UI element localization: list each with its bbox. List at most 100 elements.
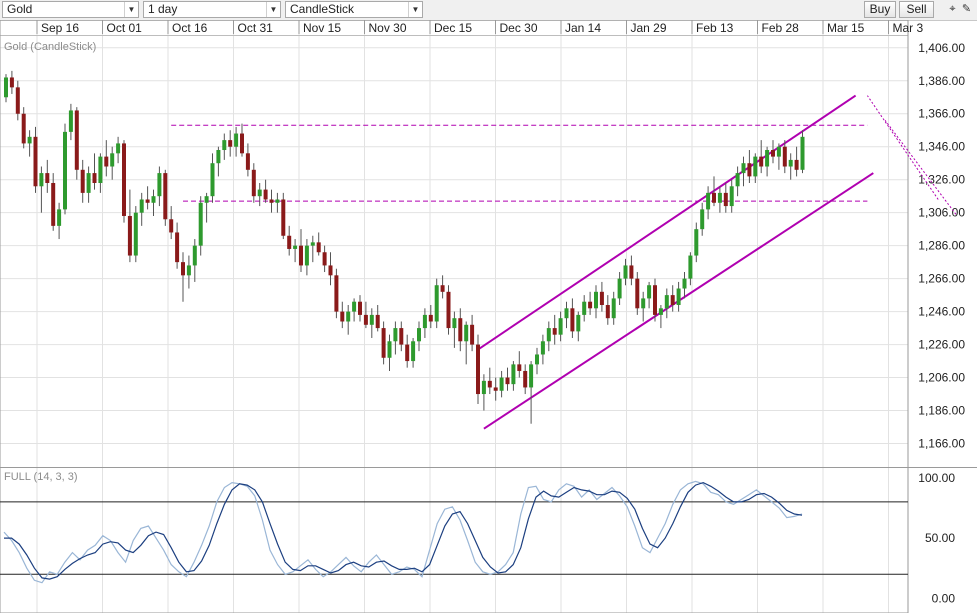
bearish-candle bbox=[552, 328, 557, 335]
bullish-candle bbox=[411, 341, 416, 362]
bearish-candle bbox=[169, 219, 174, 233]
bearish-candle bbox=[635, 278, 640, 309]
bullish-candle bbox=[116, 143, 121, 154]
x-tick-label: Feb 13 bbox=[696, 21, 734, 35]
bullish-candle bbox=[133, 212, 138, 256]
chevron-down-icon[interactable]: ▼ bbox=[408, 2, 422, 17]
bullish-candle bbox=[110, 153, 115, 167]
trend-channel bbox=[477, 94, 957, 430]
bearish-candle bbox=[80, 169, 85, 193]
oscillator-title: FULL (14, 3, 3) bbox=[4, 471, 78, 483]
bullish-candle bbox=[611, 298, 616, 319]
y-tick-label: 1,206.00 bbox=[918, 371, 965, 385]
bullish-candle bbox=[582, 301, 587, 315]
interval-select[interactable]: 1 day ▼ bbox=[143, 1, 281, 18]
bearish-candle bbox=[175, 232, 180, 263]
bearish-candle bbox=[269, 199, 274, 203]
y-tick-label: 1,366.00 bbox=[918, 107, 965, 121]
toolbar: Gold ▼ 1 day ▼ CandleStick ▼ Buy Sell ⌖ … bbox=[0, 0, 977, 21]
x-axis-labels: Sep 16 Oct 01 Oct 16 Oct 31 Nov 15 Nov 30 Dec … bbox=[41, 21, 924, 35]
y-tick-label: 1,386.00 bbox=[918, 74, 965, 88]
bullish-candle bbox=[417, 328, 421, 342]
y-tick-label: 1,246.00 bbox=[918, 305, 965, 319]
chevron-down-icon[interactable]: ▼ bbox=[124, 2, 138, 17]
bearish-candle bbox=[458, 318, 463, 342]
pencil-icon[interactable]: ✎ bbox=[961, 3, 972, 15]
bearish-candle bbox=[104, 156, 109, 167]
bullish-candle bbox=[387, 341, 392, 358]
bearish-candle bbox=[399, 328, 404, 345]
crosshair-icon[interactable]: ⌖ bbox=[949, 3, 956, 15]
sell-button[interactable]: Sell bbox=[899, 1, 934, 18]
bullish-candle bbox=[800, 136, 805, 170]
chevron-down-icon[interactable]: ▼ bbox=[266, 2, 280, 17]
bearish-candle bbox=[470, 324, 475, 345]
inner-channel-line bbox=[884, 120, 957, 215]
bullish-candle bbox=[729, 186, 734, 207]
y-tick-label: 1,346.00 bbox=[918, 140, 965, 154]
bearish-candle bbox=[599, 291, 604, 306]
bearish-candle bbox=[670, 295, 675, 306]
price-chart[interactable]: Gold (CandleStick) FULL (14, 3, 3) Sep 1… bbox=[0, 20, 977, 613]
bearish-candle bbox=[629, 265, 634, 279]
bullish-candle bbox=[151, 196, 156, 203]
bearish-candle bbox=[122, 143, 126, 216]
bullish-candle bbox=[204, 196, 209, 203]
y-tick-label: 1,186.00 bbox=[918, 404, 965, 418]
bullish-candle bbox=[558, 318, 563, 335]
bullish-candle bbox=[788, 159, 793, 167]
bullish-candle bbox=[540, 341, 545, 355]
bullish-candle bbox=[776, 146, 781, 157]
bullish-candle bbox=[765, 150, 770, 167]
bullish-candle bbox=[86, 173, 91, 193]
bearish-candle bbox=[588, 301, 593, 309]
bullish-candle bbox=[706, 192, 711, 210]
bearish-candle bbox=[127, 215, 132, 256]
bullish-candle bbox=[422, 314, 427, 329]
plot-frame bbox=[0, 20, 909, 613]
chart-type-select[interactable]: CandleStick ▼ bbox=[285, 1, 423, 18]
bearish-candle bbox=[428, 314, 433, 322]
bullish-candle bbox=[676, 288, 681, 306]
bullish-candle bbox=[658, 308, 663, 315]
bearish-candle bbox=[74, 110, 79, 170]
x-tick-label: Oct 31 bbox=[238, 21, 274, 35]
bearish-candle bbox=[723, 192, 728, 207]
bearish-candle bbox=[381, 328, 386, 358]
channel-line bbox=[477, 94, 857, 351]
bearish-candle bbox=[322, 252, 327, 266]
bearish-candle bbox=[358, 301, 362, 315]
x-tick-label: Sep 16 bbox=[41, 21, 79, 35]
bullish-candle bbox=[464, 324, 469, 342]
bearish-candle bbox=[340, 311, 345, 322]
inner-channel-line bbox=[866, 95, 939, 200]
symbol-select[interactable]: Gold ▼ bbox=[2, 1, 139, 18]
y-tick-label: 1,406.00 bbox=[918, 41, 965, 55]
bullish-candle bbox=[210, 163, 215, 197]
bullish-candle bbox=[641, 298, 646, 309]
bullish-candle bbox=[735, 173, 740, 187]
bearish-candle bbox=[747, 163, 752, 177]
bullish-candle bbox=[352, 301, 357, 312]
bullish-candle bbox=[623, 265, 628, 279]
bearish-candle bbox=[405, 344, 410, 362]
bearish-candle bbox=[287, 235, 292, 249]
bearish-candle bbox=[363, 314, 368, 325]
buy-button[interactable]: Buy bbox=[864, 1, 896, 18]
bullish-candle bbox=[393, 328, 398, 342]
x-tick-label: Nov 30 bbox=[369, 21, 407, 35]
bearish-candle bbox=[181, 262, 185, 276]
x-tick-label: Dec 15 bbox=[434, 21, 472, 35]
bearish-candle bbox=[281, 199, 286, 236]
bullish-candle bbox=[576, 314, 581, 332]
x-tick-label: Mar 3 bbox=[893, 21, 924, 35]
y-tick-label: 1,266.00 bbox=[918, 272, 965, 286]
bullish-candle bbox=[222, 140, 227, 151]
oscillator-tick-label: 50.00 bbox=[925, 531, 955, 545]
bearish-candle bbox=[771, 150, 775, 157]
bearish-candle bbox=[334, 275, 339, 312]
bearish-candle bbox=[653, 285, 657, 315]
bullish-candle bbox=[647, 285, 652, 299]
bearish-candle bbox=[712, 192, 716, 203]
bullish-candle bbox=[700, 209, 705, 230]
